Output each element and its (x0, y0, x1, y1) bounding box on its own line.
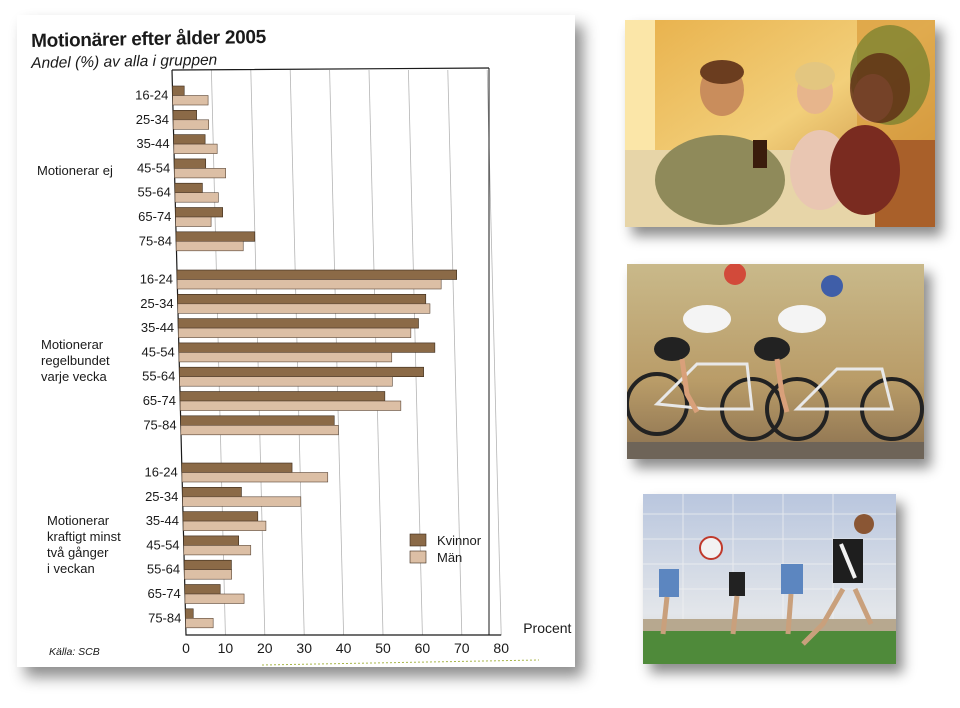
age-tick-label: 25-34 (136, 112, 169, 127)
bar-man (185, 617, 214, 629)
age-tick-label: 75-84 (139, 233, 172, 248)
bar-kvinnor (173, 134, 206, 145)
legend-swatch (409, 533, 427, 547)
group-label: Motionerar (47, 513, 110, 528)
bar-man (175, 216, 212, 227)
legend-label: Kvinnor (437, 533, 482, 548)
group-label: regelbundet (41, 353, 110, 368)
bar-kvinnor (183, 535, 240, 546)
bar-man (172, 119, 209, 130)
group-label: Motionerar ej (37, 163, 113, 178)
age-tick-label: 45-54 (137, 160, 170, 175)
age-tick-label: 16-24 (140, 272, 173, 287)
bar-man (184, 569, 232, 580)
source-note: Källa: SCB (49, 646, 100, 658)
bar-man (177, 303, 431, 314)
chart-scan: Motionärer efter ålder 2005 Andel (%) av… (17, 15, 575, 667)
x-tick-label: 20 (257, 640, 273, 656)
bar-kvinnor (175, 207, 223, 218)
bar-man (174, 168, 226, 179)
bar-man (178, 352, 393, 363)
bar-kvinnor (181, 462, 293, 473)
bar-kvinnor (180, 415, 335, 426)
plot-frame (171, 67, 502, 636)
bar-kvinnor (179, 366, 424, 378)
group-label: två gånger (47, 545, 109, 560)
gridline (447, 69, 463, 636)
age-tick-label: 35-44 (136, 136, 169, 151)
age-tick-label: 45-54 (146, 537, 179, 552)
age-tick-label: 55-64 (142, 369, 175, 384)
age-tick-label: 55-64 (138, 185, 171, 200)
group-label: kraftigt minst (47, 529, 121, 544)
bar-kvinnor (172, 85, 185, 96)
x-tick-label: 70 (454, 640, 470, 656)
bar-man (179, 400, 402, 411)
x-axis-label: Procent (523, 620, 571, 636)
bar-man (172, 95, 209, 106)
bar-kvinnor (185, 608, 194, 619)
bar-man (183, 545, 252, 556)
age-tick-label: 65-74 (147, 586, 180, 601)
bar-kvinnor (179, 391, 386, 402)
age-tick-label: 25-34 (145, 489, 178, 504)
legend-swatch (409, 550, 427, 564)
bar-kvinnor (177, 318, 419, 329)
bar-kvinnor (182, 486, 242, 498)
dotted-rule (261, 659, 540, 666)
x-tick-label: 60 (415, 640, 431, 656)
bar-man (173, 143, 218, 154)
group-label: varje vecka (41, 369, 108, 384)
age-tick-label: 35-44 (146, 513, 179, 528)
bar-man (182, 520, 267, 531)
group-label: Motionerar (41, 337, 104, 352)
age-tick-label: 75-84 (143, 417, 176, 432)
soccer-photo (643, 494, 896, 664)
bar-man (179, 376, 393, 387)
age-tick-label: 45-54 (142, 344, 175, 359)
bar-kvinnor (175, 231, 256, 242)
x-tick-label: 0 (182, 640, 190, 656)
bar-man (180, 424, 339, 436)
bar-man (174, 192, 219, 203)
bar-kvinnor (176, 269, 457, 280)
age-tick-label: 35-44 (141, 320, 174, 335)
age-tick-label: 16-24 (135, 88, 168, 103)
x-tick-label: 10 (218, 640, 234, 656)
bar-man (176, 279, 442, 290)
bar-kvinnor (174, 182, 203, 193)
bar-man (175, 241, 244, 252)
bar-man (181, 472, 329, 483)
group-label: i veckan (47, 561, 95, 576)
x-tick-label: 80 (493, 640, 509, 656)
x-tick-label: 30 (296, 640, 312, 656)
x-tick-label: 40 (336, 640, 352, 656)
age-tick-label: 25-34 (140, 296, 173, 311)
family-photo (625, 20, 935, 227)
bar-kvinnor (177, 293, 427, 305)
bar-kvinnor (182, 511, 259, 522)
gridline (486, 69, 502, 636)
bar-kvinnor (173, 158, 207, 169)
age-tick-label: 16-24 (144, 465, 177, 480)
bar-kvinnor (178, 342, 436, 353)
legend-label: Män (437, 550, 462, 565)
cyclists-photo (627, 264, 924, 459)
bar-man (184, 593, 245, 604)
age-tick-label: 75-84 (148, 610, 181, 625)
age-tick-label: 65-74 (138, 209, 171, 224)
bar-kvinnor (184, 584, 221, 595)
age-tick-label: 55-64 (147, 562, 180, 577)
bar-kvinnor (183, 559, 232, 571)
bar-chart: 0 10 20 30 40 50 60 70 80 Procent 16-24 25-34 35-44 4… (37, 67, 572, 666)
age-tick-label: 65-74 (143, 393, 176, 408)
x-tick-label: 50 (375, 640, 391, 656)
bar-kvinnor (172, 110, 197, 121)
bar-man (182, 496, 302, 507)
bar-man (178, 327, 412, 338)
